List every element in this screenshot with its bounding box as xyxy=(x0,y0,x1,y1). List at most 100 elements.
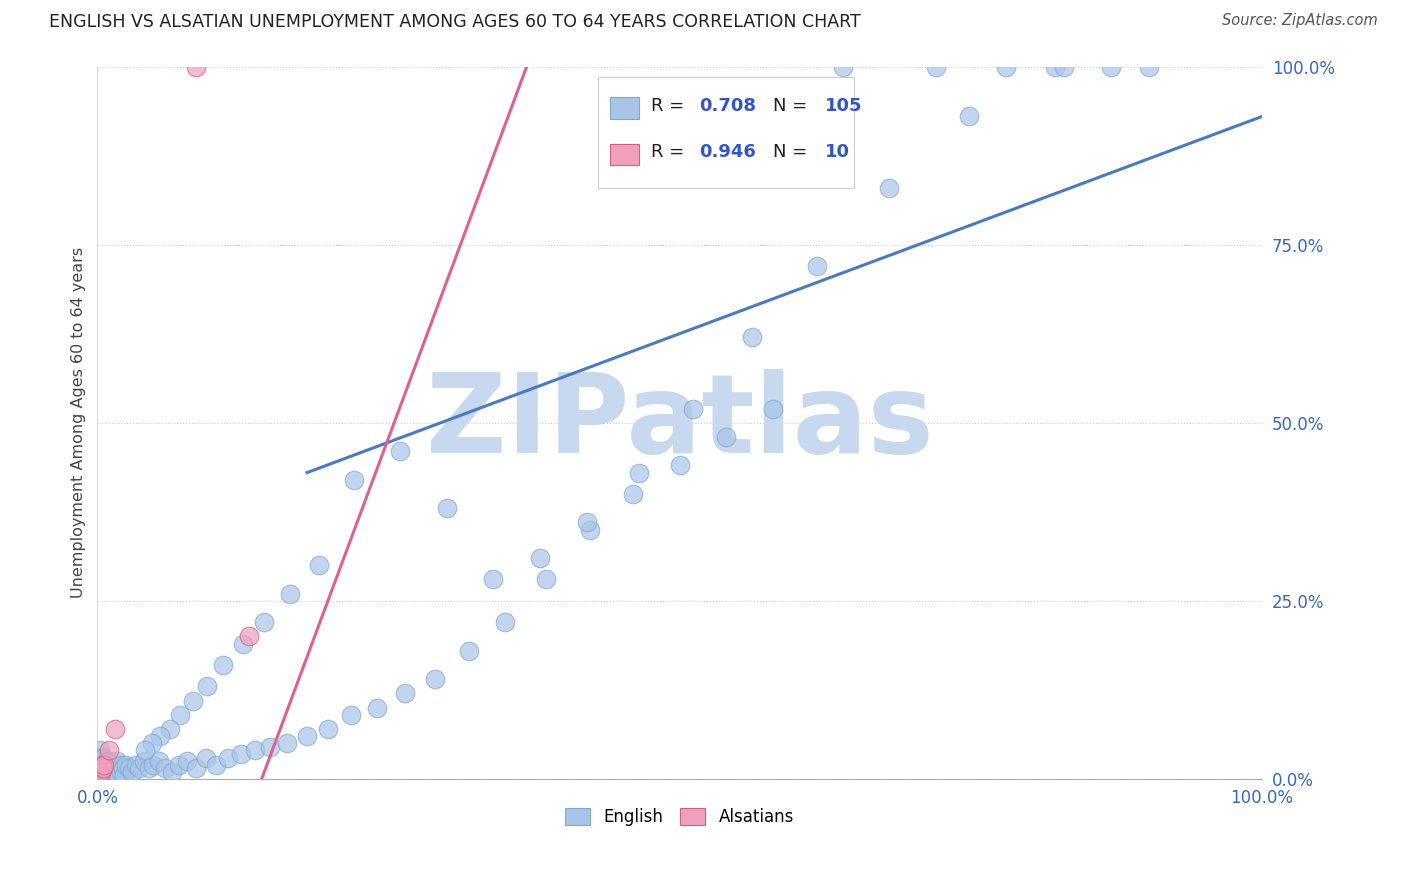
Point xyxy=(115,757,138,772)
Point xyxy=(1099,60,1122,74)
Point xyxy=(340,707,363,722)
Point xyxy=(682,401,704,416)
Text: 0.946: 0.946 xyxy=(700,143,756,161)
Point xyxy=(87,750,110,764)
Point xyxy=(957,110,980,124)
Point xyxy=(389,444,412,458)
Point xyxy=(91,754,114,768)
Point xyxy=(212,657,235,672)
Point xyxy=(110,764,132,779)
Point xyxy=(87,761,110,775)
Point xyxy=(716,430,738,444)
Point xyxy=(103,757,125,772)
Point xyxy=(138,761,160,775)
Point xyxy=(217,750,239,764)
Point xyxy=(121,764,143,779)
Point xyxy=(91,757,114,772)
Point xyxy=(627,466,650,480)
Point xyxy=(89,757,111,772)
Text: N =: N = xyxy=(773,96,813,115)
Point xyxy=(925,60,948,74)
Text: Source: ZipAtlas.com: Source: ZipAtlas.com xyxy=(1222,13,1378,29)
Point xyxy=(232,636,254,650)
Point xyxy=(91,750,114,764)
Point xyxy=(104,761,127,775)
Text: ENGLISH VS ALSATIAN UNEMPLOYMENT AMONG AGES 60 TO 64 YEARS CORRELATION CHART: ENGLISH VS ALSATIAN UNEMPLOYMENT AMONG A… xyxy=(49,13,860,31)
Point xyxy=(186,60,208,74)
Point xyxy=(148,754,170,768)
Point xyxy=(436,501,458,516)
Point xyxy=(89,768,111,782)
Point xyxy=(100,761,122,775)
Legend: English, Alsatians: English, Alsatians xyxy=(557,800,803,835)
Point xyxy=(90,764,112,779)
Point xyxy=(494,615,516,630)
Point xyxy=(91,761,114,775)
Point xyxy=(98,743,121,757)
Point xyxy=(91,761,114,775)
Point xyxy=(457,643,479,657)
Point xyxy=(243,743,266,757)
Point xyxy=(107,768,129,782)
Point xyxy=(229,747,252,761)
Point xyxy=(96,754,118,768)
Point xyxy=(153,761,176,775)
Point xyxy=(534,573,557,587)
Point xyxy=(276,736,298,750)
Point xyxy=(1043,60,1066,74)
Point xyxy=(111,757,134,772)
Point xyxy=(89,764,111,779)
Point xyxy=(186,761,208,775)
Point xyxy=(575,516,598,530)
Point xyxy=(176,754,198,768)
Point xyxy=(366,700,388,714)
Point xyxy=(762,401,785,416)
Point xyxy=(98,757,121,772)
Point xyxy=(205,757,228,772)
Point xyxy=(259,739,281,754)
Point xyxy=(295,729,318,743)
Point xyxy=(316,722,339,736)
Point xyxy=(91,764,114,779)
Point xyxy=(97,761,120,775)
Point xyxy=(94,764,117,779)
Point xyxy=(111,761,134,775)
FancyBboxPatch shape xyxy=(610,144,638,165)
Point xyxy=(89,761,111,775)
Text: R =: R = xyxy=(651,96,689,115)
Point xyxy=(91,768,114,782)
Point xyxy=(91,757,114,772)
Point xyxy=(101,764,124,779)
Point xyxy=(112,768,135,782)
Point xyxy=(167,757,190,772)
Point xyxy=(423,672,446,686)
Point xyxy=(529,551,551,566)
Point xyxy=(195,679,218,693)
Point xyxy=(87,757,110,772)
Point xyxy=(994,60,1017,74)
Point xyxy=(253,615,276,630)
Point xyxy=(104,722,127,736)
Point xyxy=(125,757,148,772)
Point xyxy=(128,761,150,775)
Point xyxy=(879,180,901,194)
Point xyxy=(194,750,217,764)
Point xyxy=(90,757,112,772)
Text: R =: R = xyxy=(651,143,689,161)
Point xyxy=(98,754,121,768)
Point xyxy=(132,754,155,768)
Text: 10: 10 xyxy=(825,143,851,161)
Point xyxy=(169,707,191,722)
Point xyxy=(806,259,828,273)
Point xyxy=(87,764,110,779)
Point xyxy=(308,558,330,573)
Point xyxy=(134,743,156,757)
Point xyxy=(741,330,763,344)
Y-axis label: Unemployment Among Ages 60 to 64 years: Unemployment Among Ages 60 to 64 years xyxy=(72,247,86,599)
Point xyxy=(94,757,117,772)
Point xyxy=(105,754,128,768)
Point xyxy=(90,750,112,764)
FancyBboxPatch shape xyxy=(610,97,638,119)
Text: N =: N = xyxy=(773,143,813,161)
Point xyxy=(181,693,204,707)
